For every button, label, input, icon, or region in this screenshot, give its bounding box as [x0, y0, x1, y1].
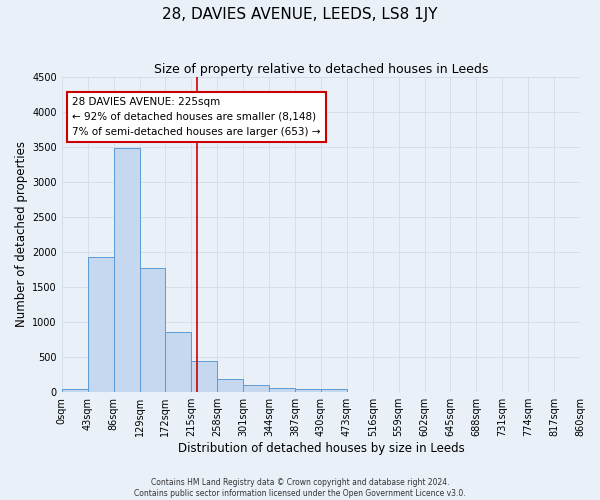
Bar [243, 385, 269, 392]
Bar [269, 388, 295, 392]
Bar [295, 388, 321, 392]
X-axis label: Distribution of detached houses by size in Leeds: Distribution of detached houses by size … [178, 442, 464, 455]
Bar [88, 257, 113, 392]
Text: 28 DAVIES AVENUE: 225sqm
← 92% of detached houses are smaller (8,148)
7% of semi: 28 DAVIES AVENUE: 225sqm ← 92% of detach… [72, 97, 320, 137]
Text: Contains HM Land Registry data © Crown copyright and database right 2024.
Contai: Contains HM Land Registry data © Crown c… [134, 478, 466, 498]
Bar [62, 388, 88, 392]
Bar [140, 268, 166, 392]
Bar [217, 379, 243, 392]
Title: Size of property relative to detached houses in Leeds: Size of property relative to detached ho… [154, 62, 488, 76]
Text: 28, DAVIES AVENUE, LEEDS, LS8 1JY: 28, DAVIES AVENUE, LEEDS, LS8 1JY [162, 8, 438, 22]
Bar [191, 360, 217, 392]
Bar [113, 148, 140, 392]
Y-axis label: Number of detached properties: Number of detached properties [15, 142, 28, 328]
Bar [321, 388, 347, 392]
Bar [166, 332, 191, 392]
